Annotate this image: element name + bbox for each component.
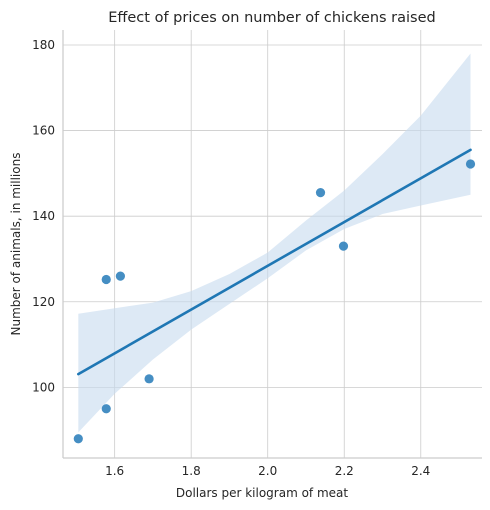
data-point-4: [144, 374, 154, 384]
data-point-5: [315, 188, 326, 198]
grid: [63, 30, 482, 458]
y-tick-label-0: 100: [32, 380, 55, 394]
data-point-0: [73, 434, 83, 444]
y-tick-label-3: 160: [32, 124, 55, 138]
x-tick-label-4: 2.4: [411, 464, 430, 478]
data-point-3: [115, 271, 125, 281]
data-point-2: [101, 274, 111, 285]
x-tick-label-1: 1.8: [182, 464, 201, 478]
confidence-band: [78, 53, 471, 433]
axes-spines: [62, 30, 482, 459]
x-tick-label-0: 1.6: [105, 464, 124, 478]
data-point-1: [101, 404, 111, 414]
data-point-7: [465, 159, 476, 169]
data-points: [73, 159, 476, 444]
regression-line: [77, 148, 472, 376]
y-tick-label-1: 120: [32, 295, 55, 309]
x-tick-label-2: 2.0: [258, 464, 277, 478]
chart-title: Effect of prices on number of chickens r…: [108, 10, 436, 26]
data-point-6: [338, 241, 349, 251]
y-tick-label-4: 180: [32, 38, 55, 52]
y-tick-label-2: 140: [32, 209, 55, 223]
x-tick-label-3: 2.2: [335, 464, 354, 478]
tick-labels: 1.6 1.8 2.0 2.2 2.4 100 120 140 160 180: [32, 38, 430, 478]
x-axis-label: Dollars per kilogram of meat: [176, 486, 349, 500]
y-axis-label: Number of animals, in millions: [9, 153, 23, 336]
